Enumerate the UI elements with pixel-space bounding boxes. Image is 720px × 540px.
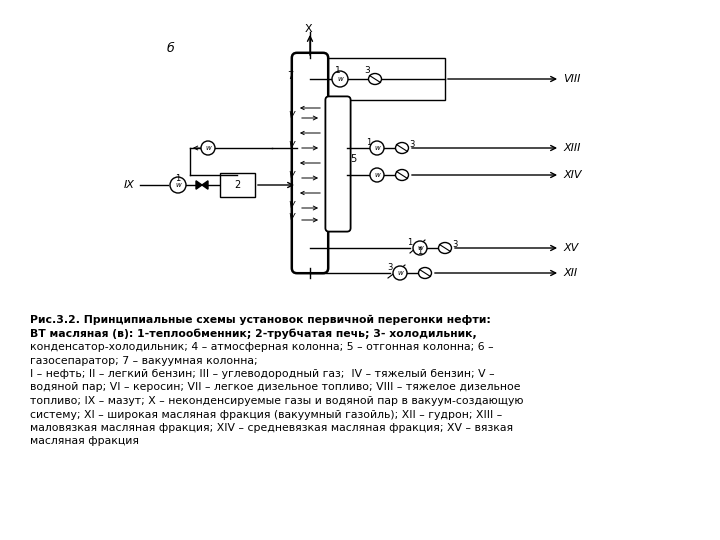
Text: XIII: XIII: [563, 143, 580, 153]
Text: IX: IX: [124, 180, 135, 190]
Text: 1: 1: [176, 174, 181, 183]
Text: систему; XI – широкая масляная фракция (вакуумный газойль); XII – гудрон; XIII –: систему; XI – широкая масляная фракция (…: [30, 409, 503, 420]
Circle shape: [370, 168, 384, 182]
Text: V: V: [288, 201, 294, 211]
Text: XV: XV: [563, 243, 578, 253]
Text: 3: 3: [452, 240, 457, 249]
Bar: [220, 173, 255, 197]
Text: 1: 1: [417, 246, 422, 255]
Circle shape: [370, 141, 384, 155]
Text: 1: 1: [408, 238, 413, 247]
Text: I – нефть; II – легкий бензин; III – углеводородный газ;  IV – тяжелый бензин; V: I – нефть; II – легкий бензин; III – угл…: [30, 369, 495, 379]
Text: 1: 1: [335, 66, 341, 75]
Ellipse shape: [395, 143, 408, 153]
FancyBboxPatch shape: [292, 53, 328, 273]
Text: 5: 5: [350, 154, 356, 164]
Text: XIV: XIV: [563, 170, 582, 180]
Text: 3: 3: [387, 263, 392, 272]
Polygon shape: [202, 181, 208, 189]
Ellipse shape: [438, 242, 451, 253]
Text: w: w: [205, 145, 211, 151]
Text: 1: 1: [366, 138, 372, 147]
Circle shape: [332, 71, 348, 87]
Text: V: V: [288, 141, 294, 151]
Text: конденсатор-холодильник; 4 – атмосферная колонна; 5 – отгонная колонна; 6 –: конденсатор-холодильник; 4 – атмосферная…: [30, 342, 494, 352]
Text: V: V: [288, 111, 294, 120]
Text: X: X: [304, 24, 312, 34]
Text: 3: 3: [364, 66, 370, 75]
Text: w: w: [417, 245, 423, 251]
Text: масляная фракция: масляная фракция: [30, 436, 139, 447]
Text: VIII: VIII: [563, 74, 580, 84]
Circle shape: [413, 241, 427, 255]
Text: маловязкая масляная фракция; XIV – средневязкая масляная фракция; XV – вязкая: маловязкая масляная фракция; XIV – средн…: [30, 423, 513, 433]
Circle shape: [170, 177, 186, 193]
Text: б: б: [167, 42, 175, 55]
Text: w: w: [175, 182, 181, 188]
Ellipse shape: [395, 170, 408, 180]
Text: 3: 3: [409, 140, 415, 149]
Text: V: V: [288, 213, 294, 222]
Circle shape: [201, 141, 215, 155]
Text: XII: XII: [563, 268, 577, 278]
FancyBboxPatch shape: [325, 97, 351, 232]
Text: 2: 2: [235, 180, 240, 190]
Text: w: w: [374, 145, 380, 151]
Text: Рис.3.2. Принципиальные схемы установок первичной перегонки нефти:: Рис.3.2. Принципиальные схемы установок …: [30, 315, 491, 325]
Text: w: w: [337, 76, 343, 82]
Text: ВТ масляная (в): 1-теплообменник; 2-трубчатая печь; 3- холодильник,: ВТ масляная (в): 1-теплообменник; 2-труб…: [30, 328, 477, 339]
Polygon shape: [196, 181, 202, 189]
Text: V: V: [288, 172, 294, 180]
Ellipse shape: [369, 73, 382, 84]
Ellipse shape: [418, 267, 431, 279]
Text: топливо; IX – мазут; X – неконденсируемые газы и водяной пар в вакуум-создающую: топливо; IX – мазут; X – неконденсируемы…: [30, 396, 523, 406]
Text: водяной пар; VI – керосин; VII – легкое дизельное топливо; VIII – тяжелое дизель: водяной пар; VI – керосин; VII – легкое …: [30, 382, 521, 393]
Text: w: w: [374, 172, 380, 178]
Text: газосепаратор; 7 – вакуумная колонна;: газосепаратор; 7 – вакуумная колонна;: [30, 355, 258, 366]
Circle shape: [393, 266, 407, 280]
Bar: [310, 58, 445, 100]
Text: w: w: [397, 270, 403, 276]
Text: 7: 7: [287, 71, 293, 81]
